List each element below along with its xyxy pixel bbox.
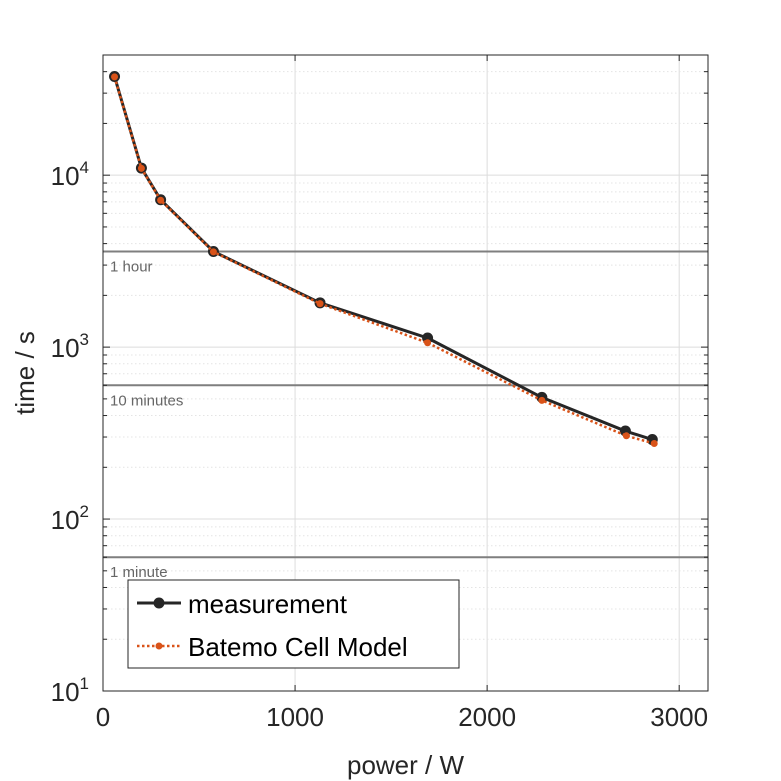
data-point bbox=[622, 432, 630, 440]
legend-swatch-measurement-marker bbox=[153, 597, 165, 609]
y-tick-label: 104 bbox=[51, 158, 89, 191]
ticks: 0 1000 2000 3000 101 102 103 104 bbox=[51, 54, 708, 732]
data-point bbox=[316, 300, 324, 308]
data-point bbox=[209, 248, 217, 256]
y-tick-label: 103 bbox=[51, 330, 89, 363]
plot-frame bbox=[102, 54, 709, 692]
series-layer bbox=[109, 70, 658, 448]
x-tick-label: 1000 bbox=[266, 702, 324, 732]
x-axis-label: power / W bbox=[347, 750, 464, 780]
reference-lines: 1 hour 10 minutes 1 minute bbox=[103, 250, 708, 581]
reference-line-label: 10 minutes bbox=[110, 392, 183, 409]
series-model bbox=[111, 73, 658, 448]
y-axis-label: time / s bbox=[10, 331, 40, 415]
reference-line-label: 1 hour bbox=[110, 258, 153, 275]
y-tick-label: 102 bbox=[51, 502, 89, 535]
data-point bbox=[111, 73, 119, 81]
legend-box bbox=[127, 579, 460, 669]
data-point bbox=[424, 339, 432, 347]
x-tick-label: 3000 bbox=[650, 702, 708, 732]
data-point bbox=[137, 164, 145, 172]
data-point bbox=[538, 396, 546, 404]
x-tick-label: 0 bbox=[96, 702, 110, 732]
legend: measurement Batemo Cell Model bbox=[127, 579, 460, 669]
legend-label-model: Batemo Cell Model bbox=[188, 632, 408, 662]
data-point bbox=[157, 196, 165, 204]
legend-label-measurement: measurement bbox=[188, 589, 348, 619]
data-point bbox=[650, 440, 658, 448]
x-tick-label: 2000 bbox=[458, 702, 516, 732]
legend-swatch-model-marker bbox=[155, 642, 163, 650]
reference-line-label: 1 minute bbox=[110, 564, 168, 581]
y-tick-label: 101 bbox=[51, 674, 89, 707]
